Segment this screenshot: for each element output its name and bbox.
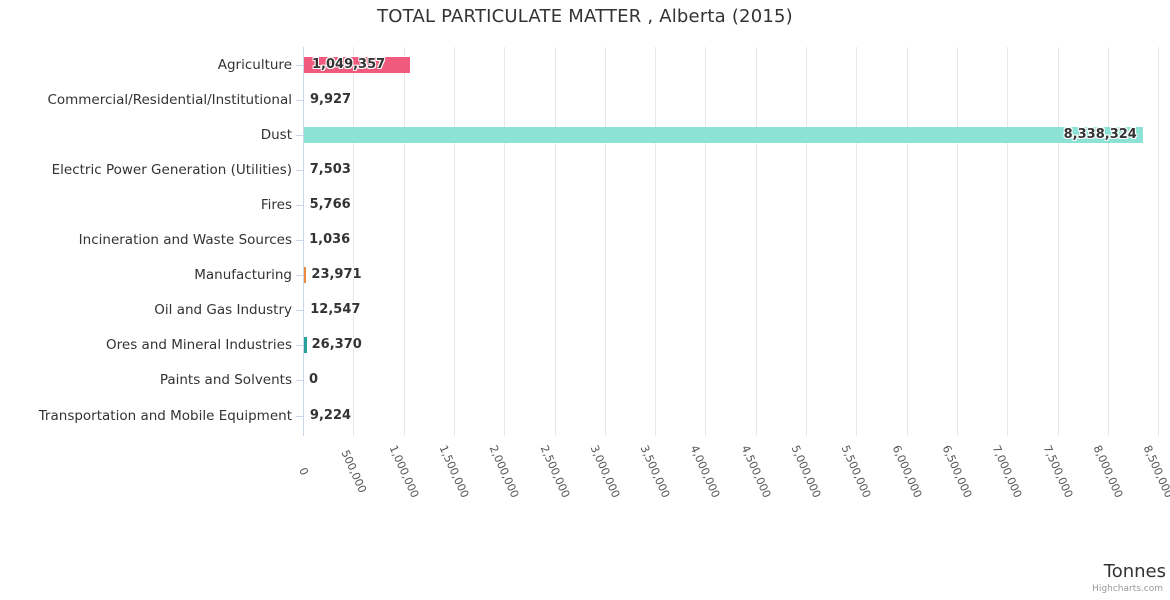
category-tick-mark [296, 345, 303, 347]
value-label: 12,547 [310, 302, 361, 318]
category-label-transportation-and-mobile-equipment: Transportation and Mobile Equipment [38, 407, 292, 424]
grid-line [906, 47, 908, 436]
grid-line [1007, 47, 1009, 436]
category-tick-mark [296, 169, 303, 171]
category-tick-mark [296, 275, 303, 277]
grid-line [453, 47, 455, 436]
value-label: 0 [309, 372, 319, 388]
value-label: 5,766 [309, 196, 351, 212]
x-axis-title: Tonnes [1103, 561, 1166, 582]
category-label-ores-and-mineral-industries: Ores and Mineral Industries [106, 337, 292, 354]
category-label-oil-and-gas-industry: Oil and Gas Industry [154, 302, 292, 319]
category-label-incineration-and-waste-sources: Incineration and Waste Sources [78, 232, 292, 249]
category-label-electric-power-generation-utilities: Electric Power Generation (Utilities) [51, 161, 292, 178]
category-label-agriculture: Agriculture [217, 56, 292, 73]
grid-line [1107, 47, 1109, 436]
grid-line [755, 47, 757, 436]
category-tick-mark [296, 64, 303, 66]
category-tick-mark [296, 204, 303, 206]
grid-line [856, 47, 858, 436]
grid-line [806, 47, 807, 436]
grid-line [554, 47, 556, 436]
bar-agriculture[interactable] [304, 56, 410, 73]
value-label: 23,971 [311, 267, 362, 283]
chart-title: TOTAL PARTICULATE MATTER , Alberta (2015… [377, 6, 793, 27]
value-label: 1,049,357 [312, 56, 386, 72]
grid-line [1057, 47, 1059, 436]
category-tick-mark [296, 380, 303, 382]
category-label-manufacturing: Manufacturing [194, 267, 292, 284]
category-label-paints-and-solvents: Paints and Solvents [159, 372, 292, 389]
value-label: 7,503 [309, 161, 351, 177]
category-tick-mark [296, 415, 303, 417]
highcharts-credits-link[interactable]: Highcharts.com [1092, 584, 1163, 594]
x-tick-label: 8,500,000 [1140, 442, 1170, 500]
grid-line [1158, 47, 1160, 436]
grid-line [353, 47, 355, 436]
category-label-commercial-residential-institutional: Commercial/Residential/Institutional [47, 91, 292, 108]
category-tick-mark [296, 240, 303, 242]
category-tick-mark [296, 134, 303, 136]
y-axis-line [303, 47, 304, 436]
grid-line [655, 47, 657, 436]
value-label: 26,370 [311, 337, 362, 353]
bar-manufacturing[interactable] [304, 267, 307, 284]
category-label-fires: Fires [260, 196, 292, 213]
category-label-dust: Dust [260, 126, 292, 143]
grid-line [705, 47, 707, 436]
grid-line [403, 47, 405, 436]
value-label: 9,224 [309, 407, 352, 423]
value-label: 8,338,324 [1063, 126, 1137, 142]
grid-line [504, 47, 506, 436]
grid-line [956, 47, 958, 436]
bar-dust[interactable] [304, 126, 1143, 143]
value-label: 9,927 [309, 91, 352, 107]
category-tick-mark [296, 99, 303, 101]
value-label: 1,036 [309, 232, 351, 248]
x-tick-label-wrap: 8,500,000 [1098, 440, 1170, 502]
grid-line [604, 47, 606, 436]
bar-ores-and-mineral-industries[interactable] [304, 337, 307, 354]
category-tick-mark [296, 310, 303, 312]
